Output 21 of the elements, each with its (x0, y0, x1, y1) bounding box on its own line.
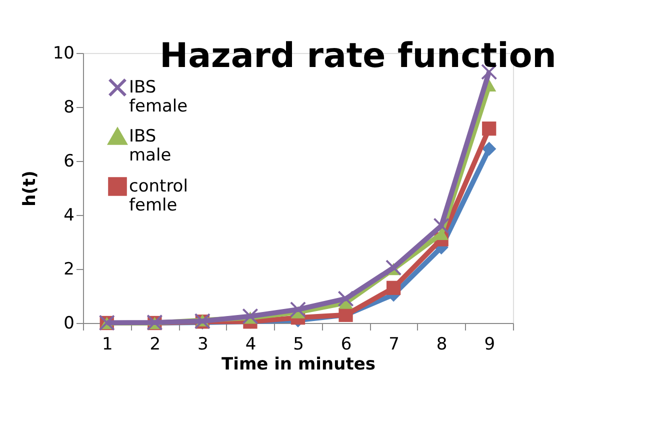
x-tick-label: 2 (150, 334, 161, 354)
x-tick-label: 4 (245, 334, 256, 354)
chart-title: Hazard rate function (160, 36, 556, 76)
x-tick-label: 7 (388, 334, 400, 354)
y-axis-title: h(t) (20, 170, 40, 206)
legend-label: IBS female (129, 78, 188, 116)
x-axis-title: Time in minutes (222, 354, 376, 374)
y-tick-label: 0 (64, 314, 74, 334)
x-tick-label: 5 (293, 334, 304, 354)
x-tick-label: 9 (484, 334, 496, 354)
x-tick-label: 8 (436, 334, 448, 354)
y-tick-label: 8 (64, 98, 74, 118)
x-tick-label: 3 (198, 334, 208, 354)
y-tick-label: 2 (64, 260, 74, 280)
y-tick-label: 4 (64, 206, 74, 226)
x-tick-label: 6 (340, 334, 352, 354)
y-tick-label: 10 (52, 44, 74, 64)
legend-label: control femle (129, 176, 188, 216)
x-tick-label: 1 (102, 334, 113, 354)
y-tick-label: 6 (64, 152, 74, 172)
legend-label: IBS male (129, 126, 172, 166)
